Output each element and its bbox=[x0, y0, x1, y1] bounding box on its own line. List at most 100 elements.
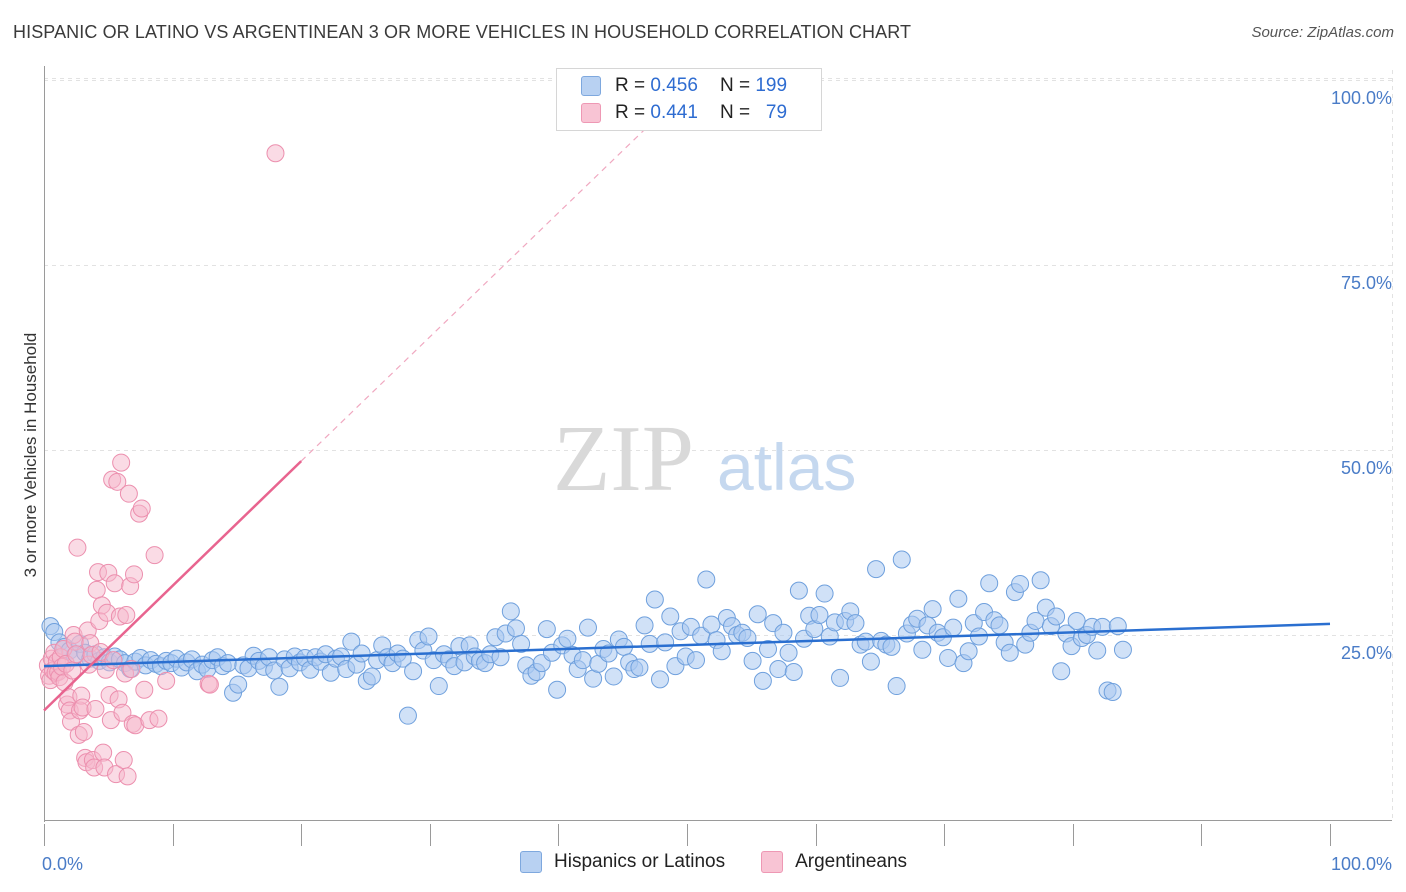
point-argentinean bbox=[68, 538, 87, 557]
point-argentinean bbox=[125, 565, 144, 584]
point-hispanic bbox=[645, 590, 664, 609]
point-argentinean bbox=[112, 453, 131, 472]
point-hispanic bbox=[748, 605, 767, 624]
trend-lines bbox=[43, 125, 1331, 712]
point-hispanic bbox=[753, 671, 772, 690]
legend-swatch-pink bbox=[581, 103, 601, 123]
tick-labels: 25.0% 50.0% 75.0% 100.0% 0.0% 100.0% bbox=[42, 88, 1392, 874]
point-hispanic bbox=[635, 616, 654, 635]
point-argentinean bbox=[122, 660, 141, 679]
point-argentinean bbox=[104, 651, 123, 670]
point-hispanic bbox=[774, 623, 793, 642]
point-hispanic bbox=[923, 600, 942, 619]
point-hispanic bbox=[1103, 682, 1122, 701]
legend-n-value: 79 bbox=[765, 102, 788, 123]
point-argentinean bbox=[149, 709, 168, 728]
point-hispanic bbox=[1047, 607, 1066, 626]
point-hispanic bbox=[218, 654, 237, 673]
legend-row-hispanic: R = 0.456 N = 199 bbox=[581, 73, 787, 99]
point-hispanic bbox=[404, 662, 423, 681]
point-hispanic bbox=[512, 634, 531, 653]
point-hispanic bbox=[419, 627, 438, 646]
point-hispanic bbox=[913, 640, 932, 659]
point-hispanic bbox=[980, 574, 999, 593]
point-hispanic bbox=[861, 652, 880, 671]
point-argentinean bbox=[117, 606, 136, 625]
point-hispanic bbox=[882, 637, 901, 656]
point-argentinean bbox=[91, 643, 110, 662]
point-argentinean bbox=[145, 546, 164, 565]
point-argentinean bbox=[105, 574, 124, 593]
legend-swatch-blue bbox=[581, 76, 601, 96]
point-hispanic bbox=[501, 602, 520, 621]
point-hispanic bbox=[846, 614, 865, 633]
point-hispanic bbox=[506, 619, 525, 638]
series-legend: Hispanics or Latinos Argentineans bbox=[520, 851, 943, 873]
point-hispanic bbox=[769, 660, 788, 679]
point-hispanic bbox=[687, 651, 706, 670]
y-axis-label: 3 or more Vehicles in Household bbox=[21, 333, 40, 578]
legend-label-argentineans: Argentineans bbox=[795, 851, 908, 872]
point-hispanic bbox=[892, 550, 911, 569]
point-hispanic bbox=[398, 706, 417, 725]
point-argentinean bbox=[74, 722, 93, 741]
point-hispanic bbox=[784, 663, 803, 681]
point-hispanic bbox=[640, 634, 659, 653]
point-hispanic bbox=[759, 640, 778, 659]
x-tick-label: 0.0% bbox=[42, 854, 83, 874]
point-hispanic bbox=[1000, 643, 1019, 662]
legend-n-value: 199 bbox=[755, 75, 788, 96]
point-hispanic bbox=[831, 668, 850, 687]
legend-row-argentinean: R = 0.441 N = 79 bbox=[581, 100, 787, 126]
point-hispanic bbox=[429, 677, 448, 696]
point-hispanic bbox=[702, 615, 721, 634]
point-hispanic bbox=[1052, 662, 1071, 681]
point-hispanic bbox=[270, 677, 289, 696]
watermark-zip: ZIP bbox=[553, 407, 694, 511]
legend-item-argentineans: Argentineans bbox=[761, 851, 907, 873]
chart-title: HISPANIC OR LATINO VS ARGENTINEAN 3 OR M… bbox=[13, 22, 912, 42]
point-hispanic bbox=[810, 606, 829, 625]
point-hispanic bbox=[887, 677, 906, 696]
point-hispanic bbox=[650, 670, 669, 689]
legend-r-label: R = bbox=[615, 75, 646, 96]
point-hispanic bbox=[1011, 574, 1030, 593]
point-argentinean bbox=[200, 675, 219, 694]
legend-item-hispanics: Hispanics or Latinos bbox=[520, 851, 725, 873]
point-hispanic bbox=[362, 667, 381, 686]
point-hispanic bbox=[573, 651, 592, 670]
point-argentinean bbox=[108, 472, 127, 491]
trend-extension-argentinean bbox=[300, 125, 649, 462]
point-hispanic bbox=[815, 584, 834, 603]
point-hispanic bbox=[1088, 641, 1107, 660]
y-tick-label: 75.0% bbox=[1341, 273, 1392, 293]
point-hispanic bbox=[743, 651, 762, 670]
point-hispanic bbox=[578, 618, 597, 637]
chart-source: Source: ZipAtlas.com bbox=[1251, 24, 1394, 41]
point-hispanic bbox=[697, 570, 716, 589]
x-tick-label: 100.0% bbox=[1331, 854, 1392, 874]
point-hispanic bbox=[1113, 640, 1132, 659]
point-hispanic bbox=[939, 648, 958, 667]
point-hispanic bbox=[856, 632, 875, 651]
legend-n-label: N = bbox=[719, 102, 751, 123]
point-hispanic bbox=[491, 648, 510, 667]
point-hispanic bbox=[789, 581, 808, 600]
pink-points bbox=[38, 144, 285, 786]
point-hispanic bbox=[867, 560, 886, 579]
legend-r-value: 0.456 bbox=[650, 75, 698, 96]
point-hispanic bbox=[537, 620, 556, 639]
point-argentinean bbox=[118, 767, 137, 786]
watermark: ZIP atlas bbox=[553, 407, 856, 511]
point-argentinean bbox=[132, 499, 151, 518]
point-hispanic bbox=[712, 642, 731, 661]
point-argentinean bbox=[157, 671, 176, 690]
legend-swatch-pink bbox=[761, 851, 784, 873]
point-hispanic bbox=[944, 618, 963, 637]
legend-swatch-blue bbox=[520, 851, 542, 873]
point-hispanic bbox=[990, 616, 1009, 635]
point-hispanic bbox=[779, 643, 798, 662]
point-hispanic bbox=[630, 658, 649, 677]
point-argentinean bbox=[86, 700, 105, 718]
